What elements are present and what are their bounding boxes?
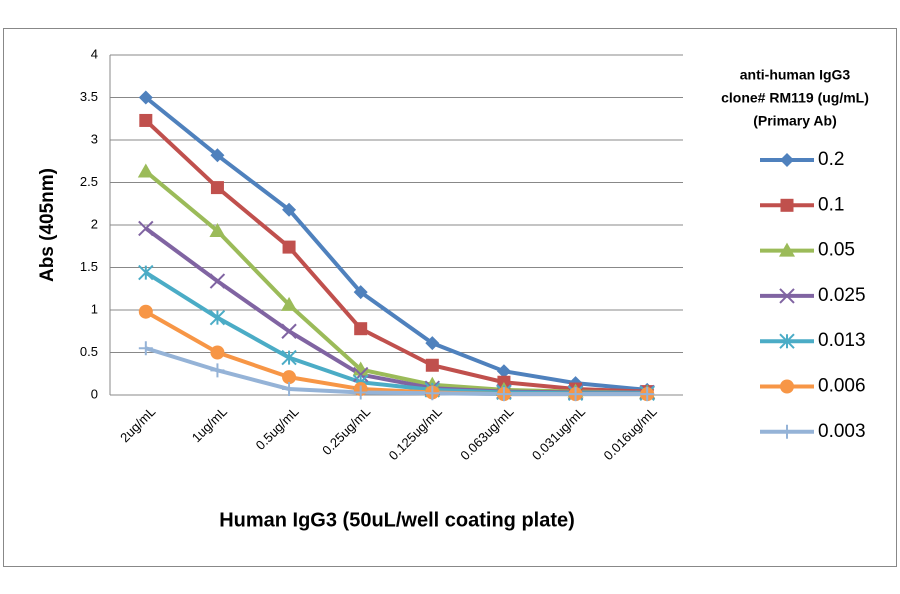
data-point [209,273,226,289]
data-point [425,358,439,372]
data-point [138,304,153,319]
data-point [425,336,440,351]
data-point [282,202,297,217]
legend-marker [780,153,794,167]
legend-label: 0.006 [818,376,866,397]
series-line [144,118,648,394]
data-point [281,349,297,366]
legend-marker [780,379,794,394]
y-tick-label: 1.5 [80,259,98,274]
data-point [139,113,153,127]
y-axis-title: Abs (405nm) [37,168,58,282]
data-point [210,345,225,360]
y-tick-label: 4 [91,46,98,61]
data-point [353,285,368,300]
data-point [496,364,511,379]
legend-label: 0.025 [818,285,866,306]
data-point [282,382,297,397]
data-point [282,370,297,385]
data-point [281,323,297,339]
data-point [138,220,154,237]
legend-label: 0.2 [818,149,844,170]
data-point [568,387,583,402]
data-point [138,341,153,356]
legend-title: clone# RM119 (ug/mL) [721,90,869,106]
legend-label: 0.1 [818,194,844,215]
data-point [496,387,511,402]
data-point [353,385,368,400]
legend-marker [780,424,794,439]
data-point [282,240,296,254]
data-point [210,181,224,195]
y-tick-label: 2 [91,216,98,231]
data-point [354,322,368,336]
y-tick-label: 1 [91,301,98,316]
data-point [352,366,369,383]
data-point [281,296,298,311]
legend-marker [780,198,794,212]
y-tick-label: 0.5 [80,344,98,359]
legend-marker [779,242,795,257]
data-point [210,148,225,163]
y-tick-label: 3.5 [80,89,98,104]
legend-marker [779,333,795,349]
y-tick-label: 0 [91,386,98,401]
y-tick-label: 2.5 [80,174,98,189]
data-point [137,163,154,178]
legend-title: (Primary Ab) [753,113,837,129]
data-point [209,309,226,326]
data-point [210,363,225,378]
series-line [145,346,648,397]
legend-label: 0.05 [818,240,855,261]
data-point [138,90,153,105]
x-axis-title: Human IgG3 (50uL/well coating plate) [219,509,575,531]
legend-label: 0.013 [818,330,866,351]
data-point [209,222,226,237]
y-tick-label: 3 [91,131,98,146]
data-point [425,386,440,401]
legend-label: 0.003 [818,421,866,442]
data-point [138,264,154,281]
chart-border [3,28,897,567]
data-point [640,387,655,402]
legend-marker [779,288,795,304]
legend-title: anti-human IgG3 [740,67,851,83]
series-line [144,95,648,392]
